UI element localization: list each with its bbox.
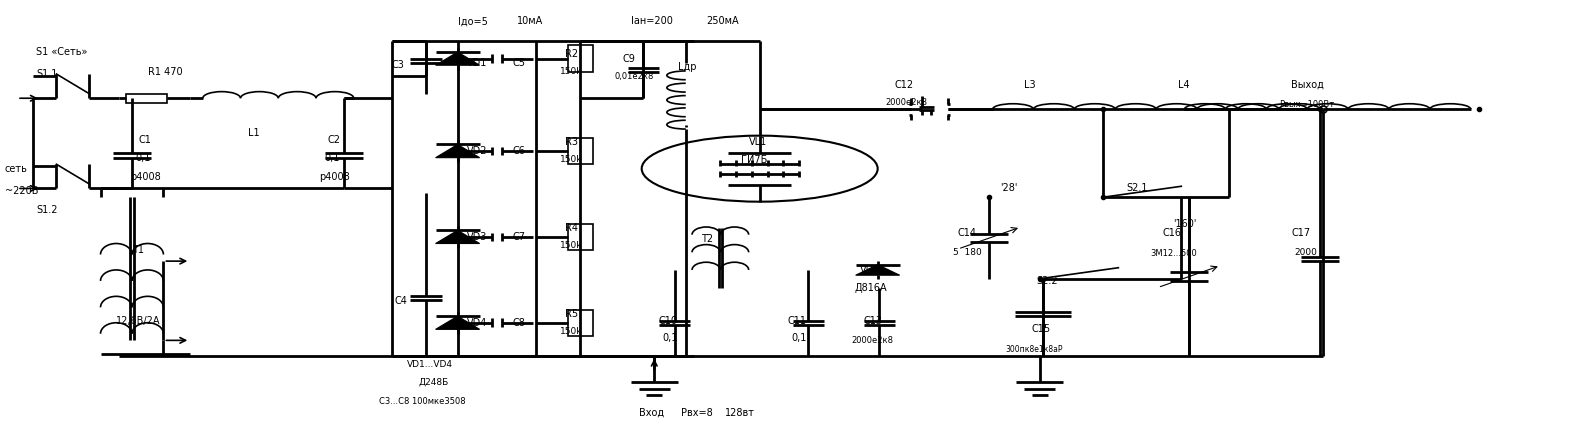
- Text: C13: C13: [864, 315, 883, 326]
- Text: T2: T2: [701, 234, 714, 244]
- Text: 0,1: 0,1: [662, 333, 678, 343]
- Text: C12: C12: [895, 80, 914, 90]
- Text: R5: R5: [564, 309, 578, 319]
- Text: VL1: VL1: [749, 137, 768, 147]
- Text: 150k: 150k: [559, 155, 583, 164]
- Text: сеть: сеть: [5, 163, 27, 174]
- Text: L1: L1: [249, 128, 260, 139]
- Text: 10мA: 10мA: [517, 16, 544, 26]
- Text: VD1: VD1: [466, 58, 487, 68]
- Text: VD2: VD2: [466, 146, 487, 156]
- Bar: [126, 94, 167, 103]
- Text: Lдр: Lдр: [678, 62, 697, 72]
- Text: Д248Б: Д248Б: [418, 378, 449, 387]
- Text: 3М12...500: 3М12...500: [1150, 249, 1196, 258]
- Text: S1.2: S1.2: [36, 206, 57, 215]
- Text: 0,1: 0,1: [791, 333, 807, 343]
- Text: р4008: р4008: [131, 172, 161, 183]
- Text: Pвых=100Вт: Pвых=100Вт: [1278, 101, 1335, 109]
- Text: C11: C11: [788, 315, 807, 326]
- Text: Pвх=8: Pвх=8: [681, 408, 712, 418]
- Text: R1 470: R1 470: [148, 67, 183, 77]
- Text: C2: C2: [328, 135, 340, 145]
- Bar: [567, 310, 593, 336]
- Text: '28': '28': [1001, 183, 1018, 194]
- Text: 12,6В/2A: 12,6В/2A: [117, 315, 161, 326]
- Text: Iдо=5: Iдо=5: [457, 16, 487, 26]
- Text: 150k: 150k: [559, 241, 583, 250]
- Text: L4: L4: [1179, 80, 1190, 90]
- Text: C1: C1: [139, 135, 151, 145]
- Text: C8: C8: [512, 318, 525, 328]
- Text: 0,1: 0,1: [136, 153, 150, 163]
- Text: 2000е2к8: 2000е2к8: [886, 98, 928, 107]
- Text: C9: C9: [623, 54, 635, 64]
- Text: 150k: 150k: [559, 67, 583, 76]
- Text: C7: C7: [512, 232, 526, 242]
- Text: C17: C17: [1291, 228, 1311, 237]
- Text: Выход: Выход: [1291, 80, 1324, 90]
- Text: 250мA: 250мA: [706, 16, 739, 26]
- Text: 2000: 2000: [1294, 248, 1318, 257]
- Text: C16: C16: [1163, 228, 1182, 237]
- Text: Iан=200: Iан=200: [630, 16, 673, 26]
- Text: VD1...VD4: VD1...VD4: [407, 360, 454, 369]
- Polygon shape: [435, 52, 479, 65]
- Polygon shape: [435, 144, 479, 158]
- Text: 5  180: 5 180: [953, 248, 982, 257]
- Text: C5: C5: [512, 58, 526, 68]
- Text: C3...C8 100мке3508: C3...C8 100мке3508: [378, 397, 465, 407]
- Text: 0,01е2к8: 0,01е2к8: [615, 72, 654, 81]
- Text: C14: C14: [958, 228, 977, 237]
- Text: 128вт: 128вт: [725, 408, 755, 418]
- Bar: [567, 138, 593, 164]
- Text: ~220В: ~220В: [5, 186, 38, 196]
- Text: T1: T1: [132, 245, 143, 255]
- Text: L3: L3: [1024, 80, 1035, 90]
- Text: р4008: р4008: [320, 172, 350, 183]
- Text: C4: C4: [394, 296, 408, 306]
- Text: 2000е2к8: 2000е2к8: [851, 336, 894, 345]
- Text: Д816A: Д816A: [854, 283, 887, 292]
- Text: R2: R2: [564, 49, 578, 59]
- Text: Вход: Вход: [638, 408, 663, 418]
- Text: S2.1: S2.1: [1127, 183, 1147, 194]
- Text: R3: R3: [564, 137, 577, 147]
- Text: ГИ7Б: ГИ7Б: [741, 155, 768, 165]
- Text: C10: C10: [659, 315, 678, 326]
- Text: C15: C15: [1032, 324, 1051, 334]
- Polygon shape: [435, 316, 479, 329]
- Polygon shape: [856, 264, 900, 275]
- Text: 150k: 150k: [559, 327, 583, 336]
- Text: C3: C3: [391, 60, 405, 70]
- Text: S1 «Cеть»: S1 «Cеть»: [36, 47, 87, 57]
- Bar: [567, 224, 593, 250]
- Text: S2.2: S2.2: [1037, 276, 1057, 286]
- Text: C6: C6: [512, 146, 525, 156]
- Text: R4: R4: [564, 223, 577, 233]
- Text: VD4: VD4: [466, 318, 487, 328]
- Text: VD5: VD5: [860, 265, 881, 275]
- Text: S1.1: S1.1: [36, 69, 57, 79]
- Text: 0,1: 0,1: [325, 153, 339, 163]
- Text: VD3: VD3: [466, 232, 487, 242]
- Text: 300пк8е1к8аP: 300пк8е1к8аP: [1005, 345, 1062, 354]
- Polygon shape: [435, 230, 479, 244]
- Bar: [567, 46, 593, 72]
- Text: '160': '160': [1174, 219, 1196, 229]
